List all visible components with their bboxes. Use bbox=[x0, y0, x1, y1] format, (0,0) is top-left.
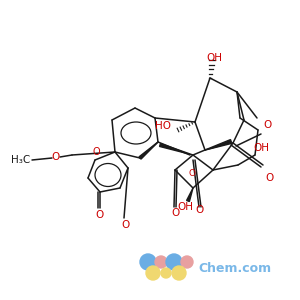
Circle shape bbox=[161, 268, 171, 278]
Polygon shape bbox=[139, 142, 158, 159]
Polygon shape bbox=[187, 188, 193, 202]
Text: OH: OH bbox=[177, 202, 193, 212]
Polygon shape bbox=[160, 144, 193, 155]
Circle shape bbox=[166, 254, 182, 270]
Text: HO: HO bbox=[155, 121, 171, 131]
Text: O: O bbox=[52, 152, 60, 162]
Text: O: O bbox=[264, 120, 272, 130]
Circle shape bbox=[181, 256, 193, 268]
Text: O: O bbox=[196, 205, 204, 215]
Text: Chem.com: Chem.com bbox=[198, 262, 271, 275]
Text: H₃C: H₃C bbox=[11, 155, 30, 165]
Circle shape bbox=[172, 266, 186, 280]
Circle shape bbox=[146, 266, 160, 280]
Text: OH: OH bbox=[253, 143, 269, 153]
Text: O: O bbox=[171, 208, 179, 218]
Text: O: O bbox=[188, 169, 196, 178]
Text: O: O bbox=[96, 210, 104, 220]
Text: O: O bbox=[266, 173, 274, 183]
Text: O: O bbox=[121, 220, 129, 230]
Circle shape bbox=[155, 256, 167, 268]
Circle shape bbox=[140, 254, 156, 270]
Polygon shape bbox=[205, 140, 232, 150]
Text: O: O bbox=[92, 147, 100, 157]
Text: OH: OH bbox=[206, 53, 222, 63]
